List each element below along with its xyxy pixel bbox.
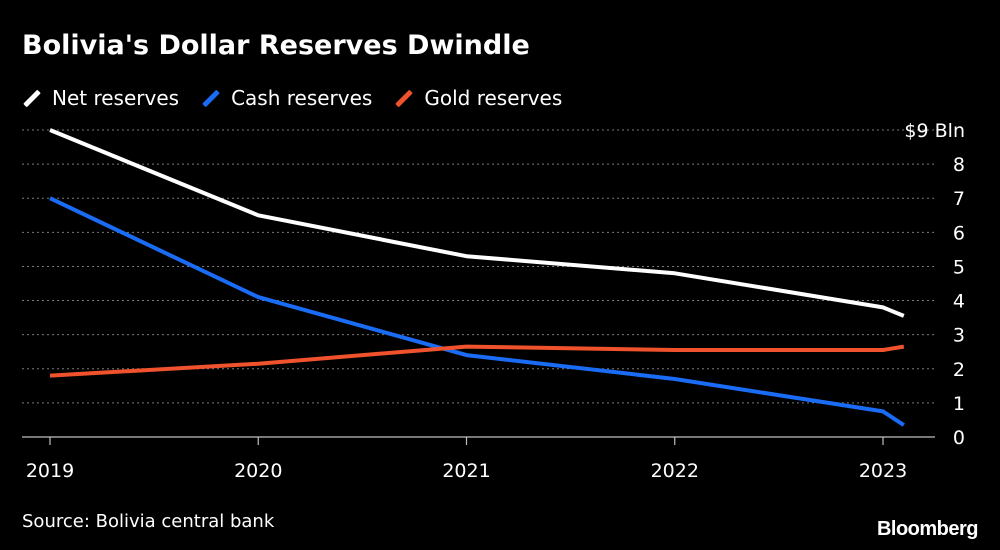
legend-item-net-reserves: Net reserves [22, 86, 179, 110]
x-tick-label-2022: 2022 [651, 460, 699, 482]
y-tick-label-5: 5 [953, 256, 965, 278]
y-tick-label-6: 6 [953, 222, 965, 244]
bloomberg-logo: Bloomberg [876, 518, 979, 540]
legend-item-gold-reserves: Gold reserves [394, 86, 562, 110]
y-tick-label-4: 4 [953, 291, 965, 313]
legend-label-net-reserves: Net reserves [52, 86, 180, 110]
x-tick-label-2019: 2019 [26, 460, 74, 482]
y-tick-label-3: 3 [953, 325, 965, 347]
y-tick-label-9: $9 Bln [904, 120, 965, 142]
legend-item-cash-reserves: Cash reserves [201, 86, 372, 110]
x-tick-label-2021: 2021 [442, 460, 490, 482]
y-tick-label-1: 1 [953, 393, 965, 415]
x-tick-label-2023: 2023 [859, 460, 907, 482]
legend-label-cash-reserves: Cash reserves [231, 86, 373, 110]
y-tick-label-7: 7 [953, 188, 965, 210]
series-line-net-reserves [49, 128, 905, 318]
series-line-gold-reserves [49, 344, 905, 378]
x-tick-label-2020: 2020 [234, 460, 282, 482]
chart-title: Bolivia's Dollar Reserves Dwindle [22, 30, 530, 61]
chart-legend: Net reserves Cash reserves Gold reserves [22, 84, 584, 112]
y-tick-label-2: 2 [953, 359, 965, 381]
y-tick-label-8: 8 [953, 154, 965, 176]
legend-label-gold-reserves: Gold reserves [424, 86, 563, 110]
series-line-cash-reserves [49, 196, 905, 427]
source-note: Source: Bolivia central bank [22, 511, 275, 532]
y-tick-label-0: 0 [953, 427, 965, 449]
